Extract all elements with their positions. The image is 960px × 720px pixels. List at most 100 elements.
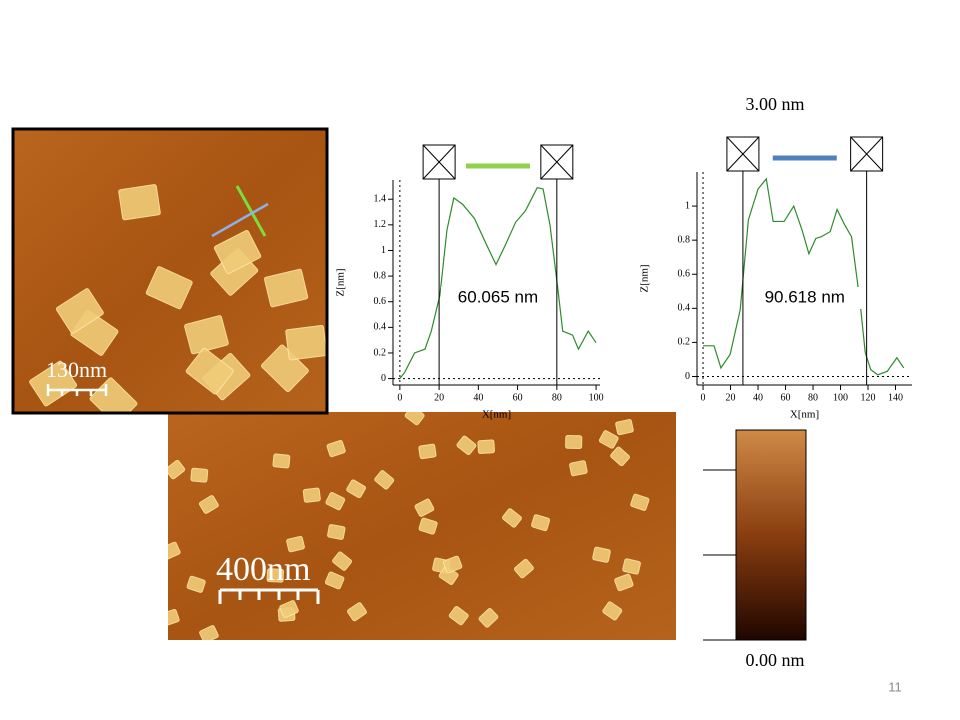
origami	[285, 324, 326, 361]
origami	[324, 571, 345, 590]
cursor-box	[540, 144, 574, 180]
x-tick-label: 80	[552, 392, 562, 403]
origami	[565, 435, 583, 450]
origami	[614, 573, 634, 592]
x-tick-label: 0	[397, 392, 402, 403]
x-tick-label: 100	[589, 392, 604, 403]
origami	[418, 443, 437, 460]
y-tick-label: 0.2	[374, 347, 387, 358]
origami	[29, 360, 78, 407]
x-tick-label: 0	[701, 392, 706, 403]
origami	[118, 184, 161, 221]
origami	[448, 606, 469, 626]
origami	[286, 535, 305, 553]
origami	[456, 435, 477, 455]
y-tick-label: 1.4	[374, 194, 387, 205]
y-tick-label: 1.2	[374, 219, 387, 230]
label-background	[744, 287, 865, 309]
scale-label: 400nm	[216, 551, 310, 588]
origami	[264, 268, 309, 308]
x-tick-label: 100	[833, 392, 848, 403]
x-tick-label: 40	[753, 392, 763, 403]
profile-line	[235, 185, 267, 237]
origami	[347, 602, 367, 622]
origami	[598, 430, 619, 449]
x-tick-label: 60	[513, 392, 523, 403]
y-tick-label: 0.4	[678, 303, 691, 314]
origami	[442, 555, 463, 574]
cursor-box	[422, 144, 456, 180]
colorbar-ticks	[703, 469, 736, 641]
y-tick-label: 0.6	[678, 269, 691, 280]
origami	[602, 601, 623, 621]
afm-inset	[14, 130, 326, 412]
origami	[630, 493, 650, 511]
x-axis-label: X[nm]	[790, 409, 819, 421]
origami	[418, 517, 438, 535]
x-tick-label: 60	[781, 392, 791, 403]
x-axis-label: X[nm]	[482, 409, 511, 421]
origami	[145, 266, 193, 310]
origami	[190, 467, 209, 483]
origami	[332, 551, 352, 571]
profile-curve	[399, 187, 597, 379]
cursor-box	[726, 136, 760, 172]
y-axis-label: Z[nm]	[639, 264, 651, 292]
origami	[184, 315, 229, 355]
afm-image	[168, 412, 676, 640]
y-tick-label: 0.4	[374, 322, 387, 333]
origami	[266, 568, 284, 583]
origami	[279, 600, 299, 619]
origami	[502, 508, 522, 528]
x-tick-label: 20	[434, 392, 444, 403]
origami	[186, 575, 206, 593]
origami	[168, 608, 180, 627]
x-tick-label: 20	[726, 392, 736, 403]
origami	[592, 546, 611, 563]
cursor-box	[850, 136, 884, 172]
y-tick-label: 0	[381, 373, 386, 384]
y-tick-label: 0	[685, 371, 690, 382]
origami	[531, 514, 551, 532]
colorbar-label: 3.00 nm	[745, 94, 804, 114]
origami	[272, 453, 291, 469]
origami	[374, 470, 395, 490]
inset-border	[11, 127, 329, 415]
page-number: 11	[888, 679, 902, 694]
origami	[55, 288, 104, 334]
origami	[514, 558, 534, 579]
scale-bar	[46, 384, 108, 396]
origami	[199, 625, 219, 640]
origami	[478, 608, 499, 628]
x-tick-label: 140	[888, 392, 903, 403]
scale-label: 130nm	[46, 357, 107, 382]
profile-curve	[703, 177, 905, 376]
origami	[168, 459, 186, 480]
origami	[569, 460, 588, 477]
y-tick-label: 0.8	[678, 234, 691, 245]
x-tick-label: 80	[808, 392, 818, 403]
origami	[213, 230, 262, 275]
origami	[414, 498, 435, 517]
origami	[198, 495, 219, 514]
x-tick-label: 120	[861, 392, 876, 403]
label-background	[441, 287, 555, 309]
y-tick-label: 0.2	[678, 337, 691, 348]
y-tick-label: 0.6	[374, 296, 387, 307]
scale-bar	[218, 588, 320, 604]
origami	[327, 524, 346, 540]
y-tick-label: 1	[381, 245, 386, 256]
y-tick-label: 1	[685, 200, 690, 211]
x-tick-label: 40	[473, 392, 483, 403]
origami	[168, 541, 181, 560]
colorbar	[735, 429, 807, 641]
origami	[404, 412, 425, 426]
colorbar-label: 0.00 nm	[745, 650, 804, 670]
y-axis-label: Z[nm]	[335, 268, 347, 296]
origami	[346, 479, 367, 499]
origami	[326, 440, 346, 458]
origami	[610, 446, 630, 467]
origami	[615, 419, 634, 436]
origami	[622, 558, 641, 575]
